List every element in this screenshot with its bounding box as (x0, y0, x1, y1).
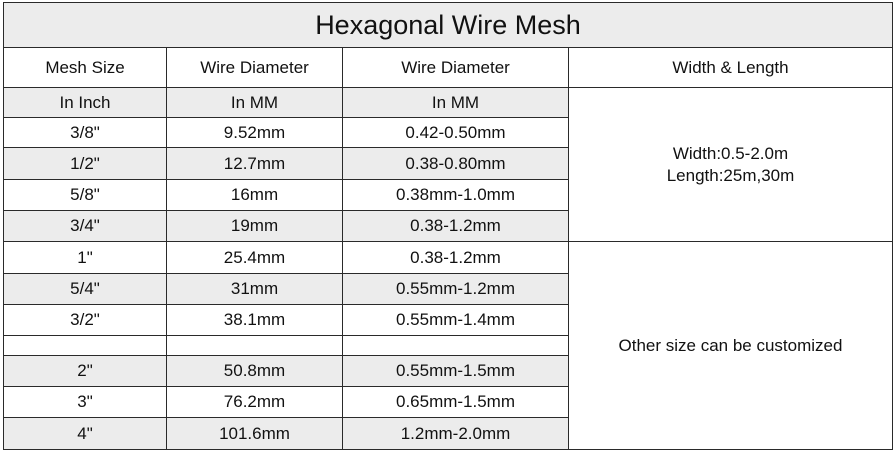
wire-diameter-cell: 101.6mm (166, 417, 343, 450)
table-row: 2" 50.8mm 0.55mm-1.5mm (3, 355, 893, 387)
table-row: 1" 25.4mm 0.38-1.2mm Other size can be cust… (3, 241, 893, 450)
wire-diameter-cell: 38.1mm (166, 304, 343, 336)
table-title: Hexagonal Wire Mesh (3, 2, 893, 48)
table-row: 3/4" 19mm 0.38-1.2mm (3, 210, 893, 242)
mesh-size-cell: 3/8" (3, 117, 167, 148)
mesh-size-cell: 3/2" (3, 304, 167, 336)
wire-diameter-range-cell: 0.55mm-1.2mm (342, 273, 569, 305)
subheader-row: In Inch In MM In MM Width:0.5-2.0m Length:25… (3, 87, 893, 242)
mesh-size-cell (3, 335, 167, 356)
wire-diameter-cell: 31mm (166, 273, 343, 305)
table-row: 1/2" 12.7mm 0.38-0.80mm (3, 147, 893, 180)
wire-diameter-range-cell: 0.65mm-1.5mm (342, 386, 569, 418)
wire-diameter-range-cell: 0.38-0.80mm (342, 147, 569, 180)
wire-diameter-cell: 12.7mm (166, 147, 343, 180)
table-row: 3/8" 9.52mm 0.42-0.50mm (3, 117, 893, 148)
wire-diameter-range-cell (342, 335, 569, 356)
width-text: Width:0.5-2.0m (672, 143, 789, 163)
wire-diameter-range-cell: 0.42-0.50mm (342, 117, 569, 148)
width-length-cell: Width:0.5-2.0m Length:25m,30m (568, 87, 893, 242)
header-mesh-size: Mesh Size (3, 47, 167, 88)
wire-diameter-cell: 9.52mm (166, 117, 343, 148)
wire-diameter-range-cell: 0.55mm-1.5mm (342, 355, 569, 387)
wire-diameter-cell: 25.4mm (166, 241, 343, 274)
mesh-size-cell: 5/4" (3, 273, 167, 305)
header-wire-diameter: Wire Diameter (166, 47, 343, 88)
wire-diameter-cell: 76.2mm (166, 386, 343, 418)
table-row: 5/4" 31mm 0.55mm-1.2mm (3, 273, 893, 305)
customization-note: Other size can be customized (568, 241, 893, 450)
wire-diameter-cell (166, 335, 343, 356)
mesh-size-cell: 3/4" (3, 210, 167, 242)
mesh-size-cell: 3" (3, 386, 167, 418)
wire-diameter-range-cell: 0.38mm-1.0mm (342, 179, 569, 211)
mesh-size-cell: 4" (3, 417, 167, 450)
wire-diameter-cell: 19mm (166, 210, 343, 242)
wire-diameter-cell: 50.8mm (166, 355, 343, 387)
hexagonal-wire-mesh-table: Hexagonal Wire Mesh Mesh Size Wire Diame… (3, 2, 893, 450)
wire-diameter-range-cell: 0.55mm-1.4mm (342, 304, 569, 336)
mesh-size-cell: 1/2" (3, 147, 167, 180)
wire-diameter-range-cell: 0.38-1.2mm (342, 210, 569, 242)
wire-diameter-range-cell: 0.38-1.2mm (342, 241, 569, 274)
length-text: Length:25m,30m (666, 165, 795, 185)
mesh-size-cell: 1" (3, 241, 167, 274)
wire-diameter-range-cell: In MM (342, 87, 569, 118)
header-wire-diameter-2: Wire Diameter (342, 47, 569, 88)
wire-diameter-range-cell: 1.2mm-2.0mm (342, 417, 569, 450)
mesh-size-cell: In Inch (3, 87, 167, 118)
wire-diameter-cell: 16mm (166, 179, 343, 211)
header-width-length: Width & Length (568, 47, 893, 88)
wire-diameter-cell: In MM (166, 87, 343, 118)
table-row: 3" 76.2mm 0.65mm-1.5mm (3, 386, 893, 418)
table-row: 5/8" 16mm 0.38mm-1.0mm (3, 179, 893, 211)
mesh-size-cell: 5/8" (3, 179, 167, 211)
mesh-size-cell: 2" (3, 355, 167, 387)
